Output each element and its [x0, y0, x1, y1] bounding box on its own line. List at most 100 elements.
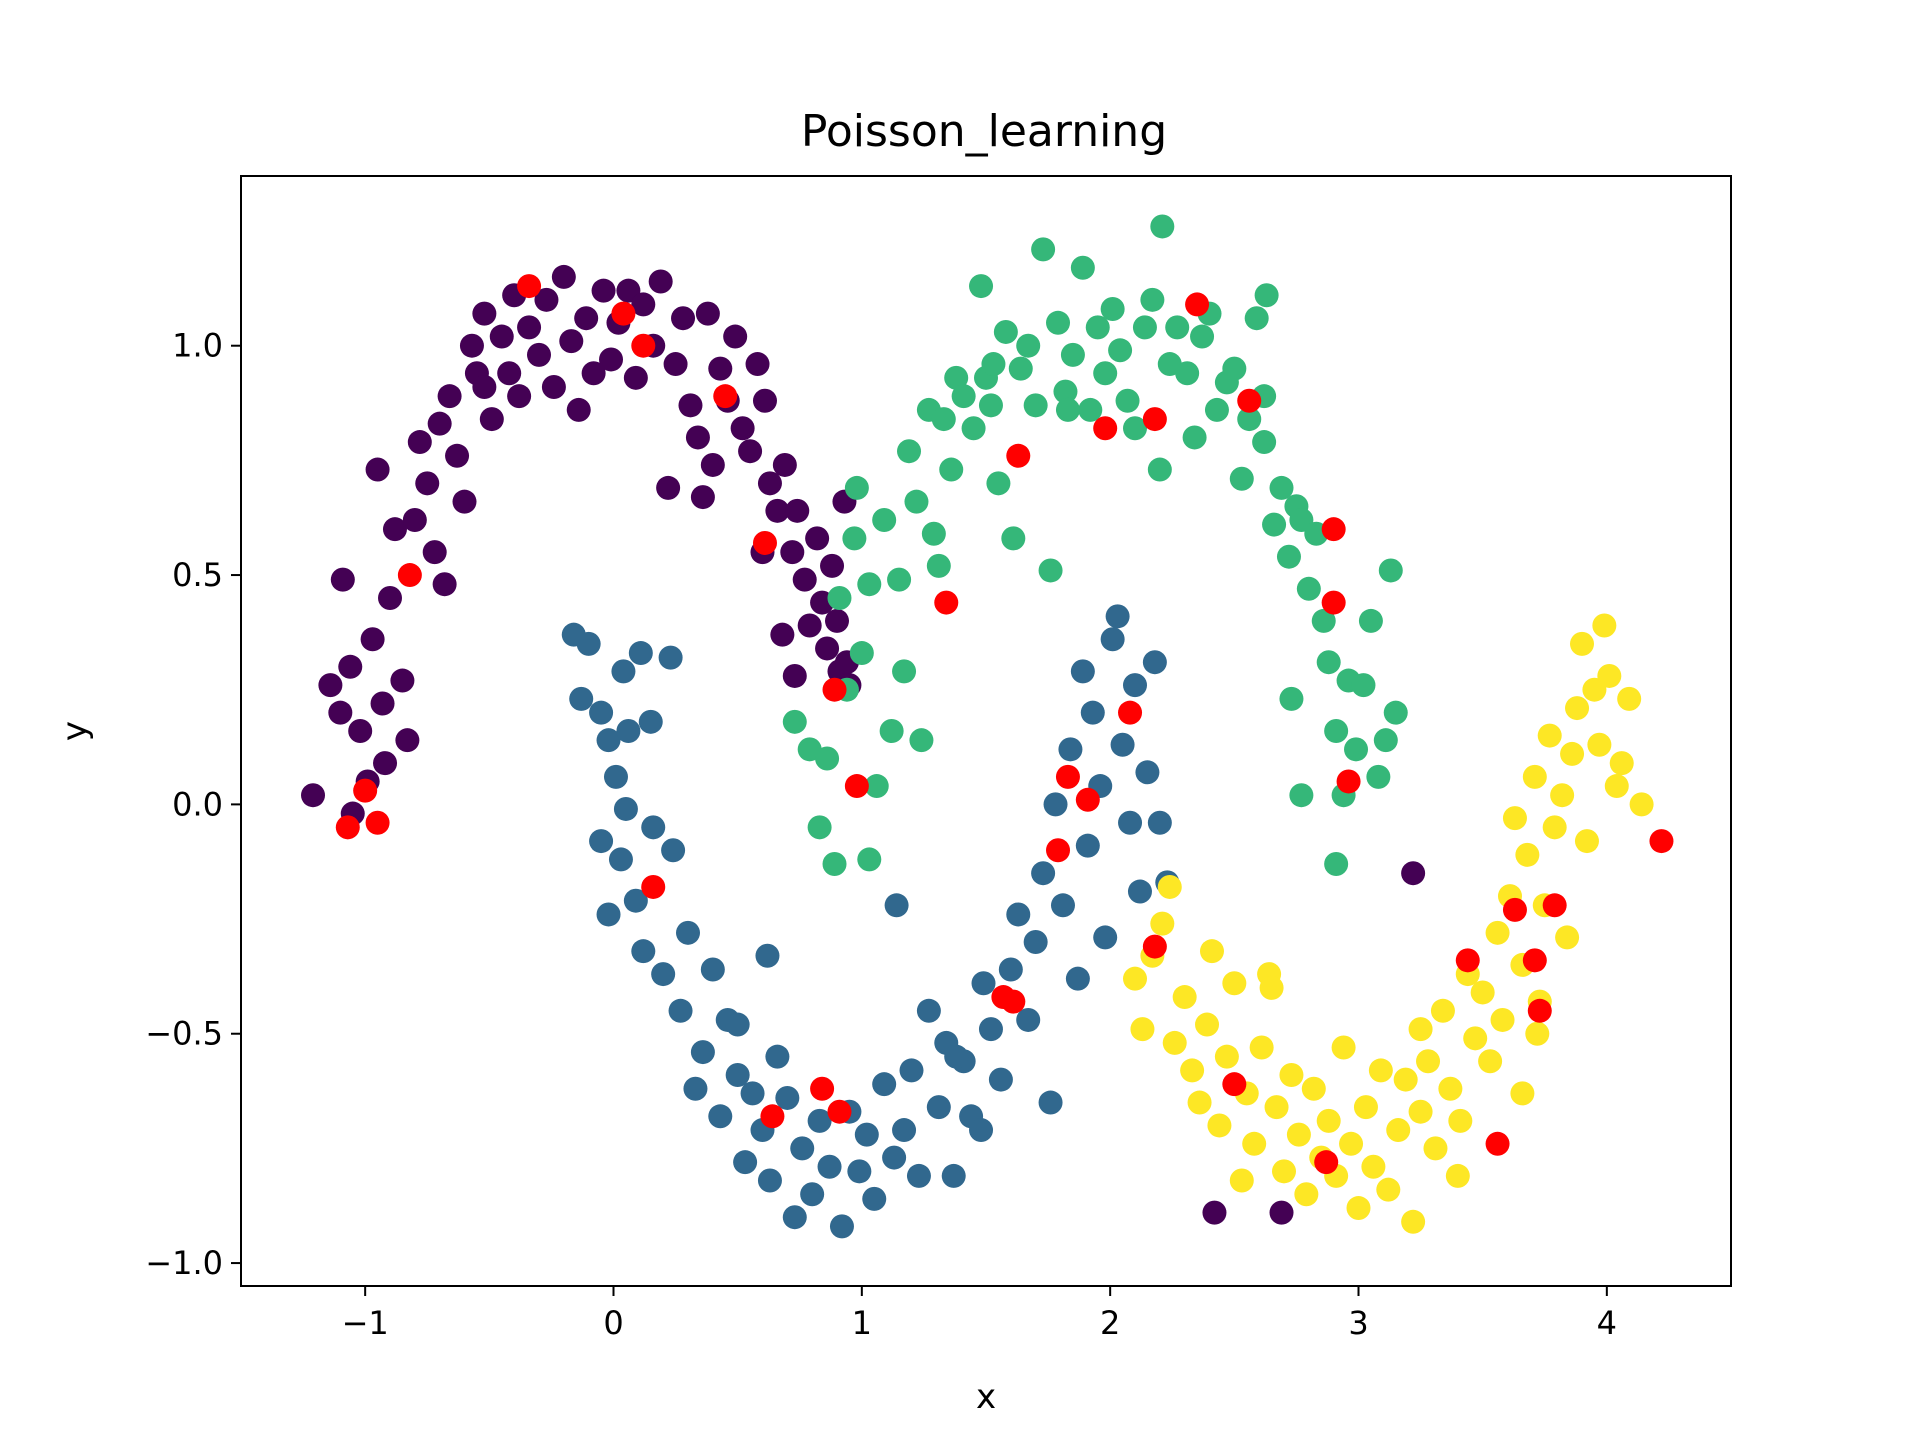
data-point: [941, 1163, 966, 1188]
labeled-point: [397, 563, 422, 588]
chart-title: Poisson_learning: [801, 106, 1167, 157]
data-point: [1502, 806, 1527, 831]
x-axis: −1 0 1 2 3 4: [342, 1286, 1617, 1342]
data-point: [1016, 333, 1041, 358]
data-point: [988, 1067, 1013, 1092]
data-point: [792, 567, 817, 592]
data-point: [1542, 815, 1567, 840]
data-point: [827, 585, 852, 610]
data-point: [780, 540, 805, 565]
data-point: [1565, 696, 1590, 721]
data-point: [599, 347, 624, 372]
data-point: [1629, 792, 1654, 817]
data-point: [1242, 1131, 1267, 1156]
data-point: [603, 764, 628, 789]
data-point: [926, 1095, 951, 1120]
labeled-point: [1142, 934, 1167, 959]
data-point: [772, 452, 797, 477]
labeled-point: [1485, 1131, 1510, 1156]
data-point: [981, 352, 1006, 377]
data-point: [1550, 783, 1575, 808]
data-point: [1570, 631, 1594, 656]
data-point: [1150, 911, 1175, 936]
data-point: [815, 746, 840, 771]
data-point: [1339, 1131, 1364, 1156]
data-point: [1252, 430, 1277, 455]
labeled-point: [752, 530, 777, 555]
labeled-point: [844, 774, 869, 799]
data-point: [899, 1058, 924, 1083]
data-point: [1269, 475, 1294, 500]
labeled-point: [1001, 989, 1026, 1014]
data-point: [668, 998, 693, 1023]
data-point: [1259, 975, 1284, 1000]
data-point: [1093, 925, 1118, 950]
data-point: [1207, 1113, 1232, 1138]
data-point: [730, 416, 755, 441]
data-point: [879, 719, 904, 743]
data-point: [1386, 1118, 1411, 1143]
data-point: [631, 292, 656, 317]
labeled-point: [1542, 893, 1567, 918]
data-point: [1031, 237, 1056, 262]
data-point: [365, 457, 390, 482]
data-point: [1478, 1049, 1503, 1074]
data-point: [1376, 1177, 1401, 1202]
y-tick-label: 0.5: [172, 556, 223, 594]
data-point: [576, 631, 601, 656]
x-tick-label: 4: [1597, 1304, 1617, 1342]
data-point: [906, 1163, 931, 1188]
data-point: [725, 1063, 750, 1088]
data-point: [1123, 966, 1147, 991]
labeled-point: [1237, 388, 1262, 413]
data-point: [1075, 833, 1100, 858]
data-point: [854, 1122, 879, 1147]
data-point: [1416, 1049, 1441, 1074]
data-point: [690, 485, 715, 510]
data-point: [1229, 1168, 1254, 1193]
data-point: [790, 1136, 815, 1161]
data-point: [472, 374, 497, 399]
data-point: [1147, 457, 1172, 482]
labeled-point: [1142, 407, 1167, 432]
data-point: [1324, 719, 1349, 743]
data-point: [541, 374, 566, 399]
data-point: [708, 1104, 733, 1129]
data-point: [926, 553, 951, 578]
data-point: [1110, 732, 1135, 757]
data-point: [330, 567, 355, 592]
data-point: [318, 673, 343, 698]
data-point: [1142, 650, 1167, 675]
labeled-point: [611, 301, 636, 326]
data-point: [1378, 558, 1403, 583]
data-point: [596, 902, 621, 927]
data-point: [1150, 214, 1175, 239]
data-point: [1560, 741, 1585, 766]
data-point: [1140, 287, 1165, 312]
data-point: [328, 700, 353, 725]
data-point: [1522, 764, 1547, 789]
data-point: [752, 388, 777, 413]
labeled-points: [335, 274, 1674, 1175]
data-point: [534, 287, 559, 312]
data-point: [857, 847, 882, 872]
labeled-point: [1455, 948, 1480, 973]
data-point: [1423, 1136, 1448, 1161]
data-point: [775, 1085, 800, 1110]
data-point: [1254, 283, 1279, 308]
data-point: [782, 1205, 807, 1230]
data-point: [1105, 604, 1130, 629]
labeled-point: [1075, 787, 1100, 812]
data-point: [1604, 774, 1629, 799]
data-point: [1276, 544, 1301, 569]
data-point: [951, 384, 976, 409]
y-tick-label: 0.0: [172, 785, 223, 823]
data-point: [574, 306, 599, 331]
data-point: [661, 838, 686, 863]
data-point: [1609, 751, 1634, 776]
x-tick-label: −1: [342, 1304, 389, 1342]
data-point: [1279, 686, 1304, 711]
data-point: [489, 324, 514, 349]
labeled-point: [760, 1104, 785, 1129]
